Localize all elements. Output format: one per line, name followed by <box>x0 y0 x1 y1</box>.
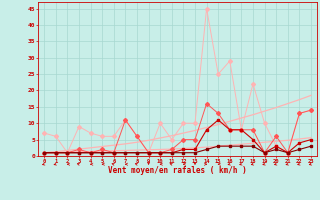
X-axis label: Vent moyen/en rafales ( km/h ): Vent moyen/en rafales ( km/h ) <box>108 166 247 175</box>
